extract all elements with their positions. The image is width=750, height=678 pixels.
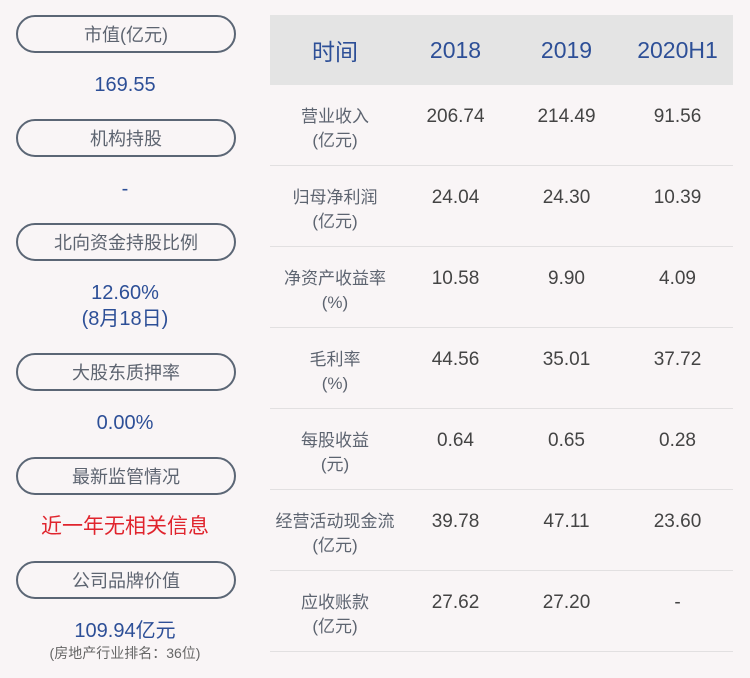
table-row: 归母净利润 (亿元) 24.04 24.30 10.39 <box>270 166 733 247</box>
table-row: 营业收入 (亿元) 206.74 214.49 91.56 <box>270 85 733 166</box>
pill-label: 市值(亿元) <box>84 25 168 45</box>
institutional-holding-label-pill: 机构持股 <box>16 119 236 157</box>
cell: 206.74 <box>426 106 485 127</box>
table-header: 时间 2018 2019 2020H1 <box>270 15 733 85</box>
cell: 24.04 <box>431 187 480 208</box>
table-row: 经营活动现金流 (亿元) 39.78 47.11 23.60 <box>270 490 733 571</box>
row-label: 经营活动现金流 (亿元) <box>275 512 395 555</box>
brand-value-label-pill: 公司品牌价值 <box>16 561 236 599</box>
cell: 91.56 <box>653 106 702 127</box>
cell: 10.58 <box>431 268 480 289</box>
header-time: 时间 <box>312 39 358 65</box>
cell: - <box>674 592 681 613</box>
pill-label: 北向资金持股比例 <box>54 233 198 253</box>
cell: 47.11 <box>543 511 590 532</box>
header-2019: 2019 <box>540 36 593 63</box>
northbound-holding-date: (8月18日) <box>81 308 169 330</box>
pill-label: 机构持股 <box>90 129 162 149</box>
cell: 0.64 <box>437 430 474 451</box>
cell: 44.56 <box>431 349 480 370</box>
institutional-holding-value: - <box>121 178 129 200</box>
market-cap-label-pill: 市值(亿元) <box>16 15 236 53</box>
cell: 0.28 <box>659 430 696 451</box>
northbound-holding-value: 12.60% (8月18日) <box>0 280 250 332</box>
cell: 4.09 <box>659 268 696 289</box>
table-row: 毛利率 (%) 44.56 35.01 37.72 <box>270 328 733 409</box>
northbound-holding-percent: 12.60% <box>91 282 159 304</box>
pledge-ratio-value: 0.00% <box>96 412 154 434</box>
cell: 10.39 <box>653 187 702 208</box>
cell: 27.62 <box>431 592 480 613</box>
pill-label: 公司品牌价值 <box>72 571 180 591</box>
cell: 39.78 <box>431 511 480 532</box>
cell: 23.60 <box>653 511 702 532</box>
header-2018: 2018 <box>429 36 482 63</box>
pledge-ratio-label-pill: 大股东质押率 <box>16 353 236 391</box>
row-label: 净资产收益率 (%) <box>284 269 386 312</box>
brand-value-amount: 109.94亿元 <box>74 620 176 642</box>
cell: 37.72 <box>653 349 702 370</box>
table-row: 每股收益 (元) 0.64 0.65 0.28 <box>270 409 733 490</box>
cell: 9.90 <box>548 268 585 289</box>
cell: 35.01 <box>542 349 591 370</box>
row-label: 毛利率 (%) <box>309 350 361 393</box>
brand-value: 109.94亿元 (房地产行业排名：36位) <box>0 618 250 662</box>
row-label: 应收账款 (亿元) <box>301 593 369 636</box>
pill-label: 大股东质押率 <box>72 363 180 383</box>
row-label: 营业收入 (亿元) <box>301 107 369 150</box>
regulatory-status-value: 近一年无相关信息 <box>41 515 209 538</box>
cell: 214.49 <box>537 106 596 127</box>
table-row: 净资产收益率 (%) 10.58 9.90 4.09 <box>270 247 733 328</box>
financial-table: 时间 2018 2019 2020H1 营业收入 (亿元) 206.74 214.… <box>270 15 733 652</box>
cell: 24.30 <box>542 187 591 208</box>
brand-value-rank-note: (房地产行业排名：36位) <box>49 645 201 661</box>
row-label: 归母净利润 (亿元) <box>292 188 378 231</box>
market-cap-value: 169.55 <box>94 74 156 96</box>
table-row: 应收账款 (亿元) 27.62 27.20 - <box>270 571 733 652</box>
pill-label: 最新监管情况 <box>72 467 180 487</box>
cell: 0.65 <box>548 430 585 451</box>
regulatory-status-label-pill: 最新监管情况 <box>16 457 236 495</box>
cell: 27.20 <box>542 592 591 613</box>
row-label: 每股收益 (元) <box>301 431 369 474</box>
northbound-holding-label-pill: 北向资金持股比例 <box>16 223 236 261</box>
header-2020h1: 2020H1 <box>637 36 718 63</box>
